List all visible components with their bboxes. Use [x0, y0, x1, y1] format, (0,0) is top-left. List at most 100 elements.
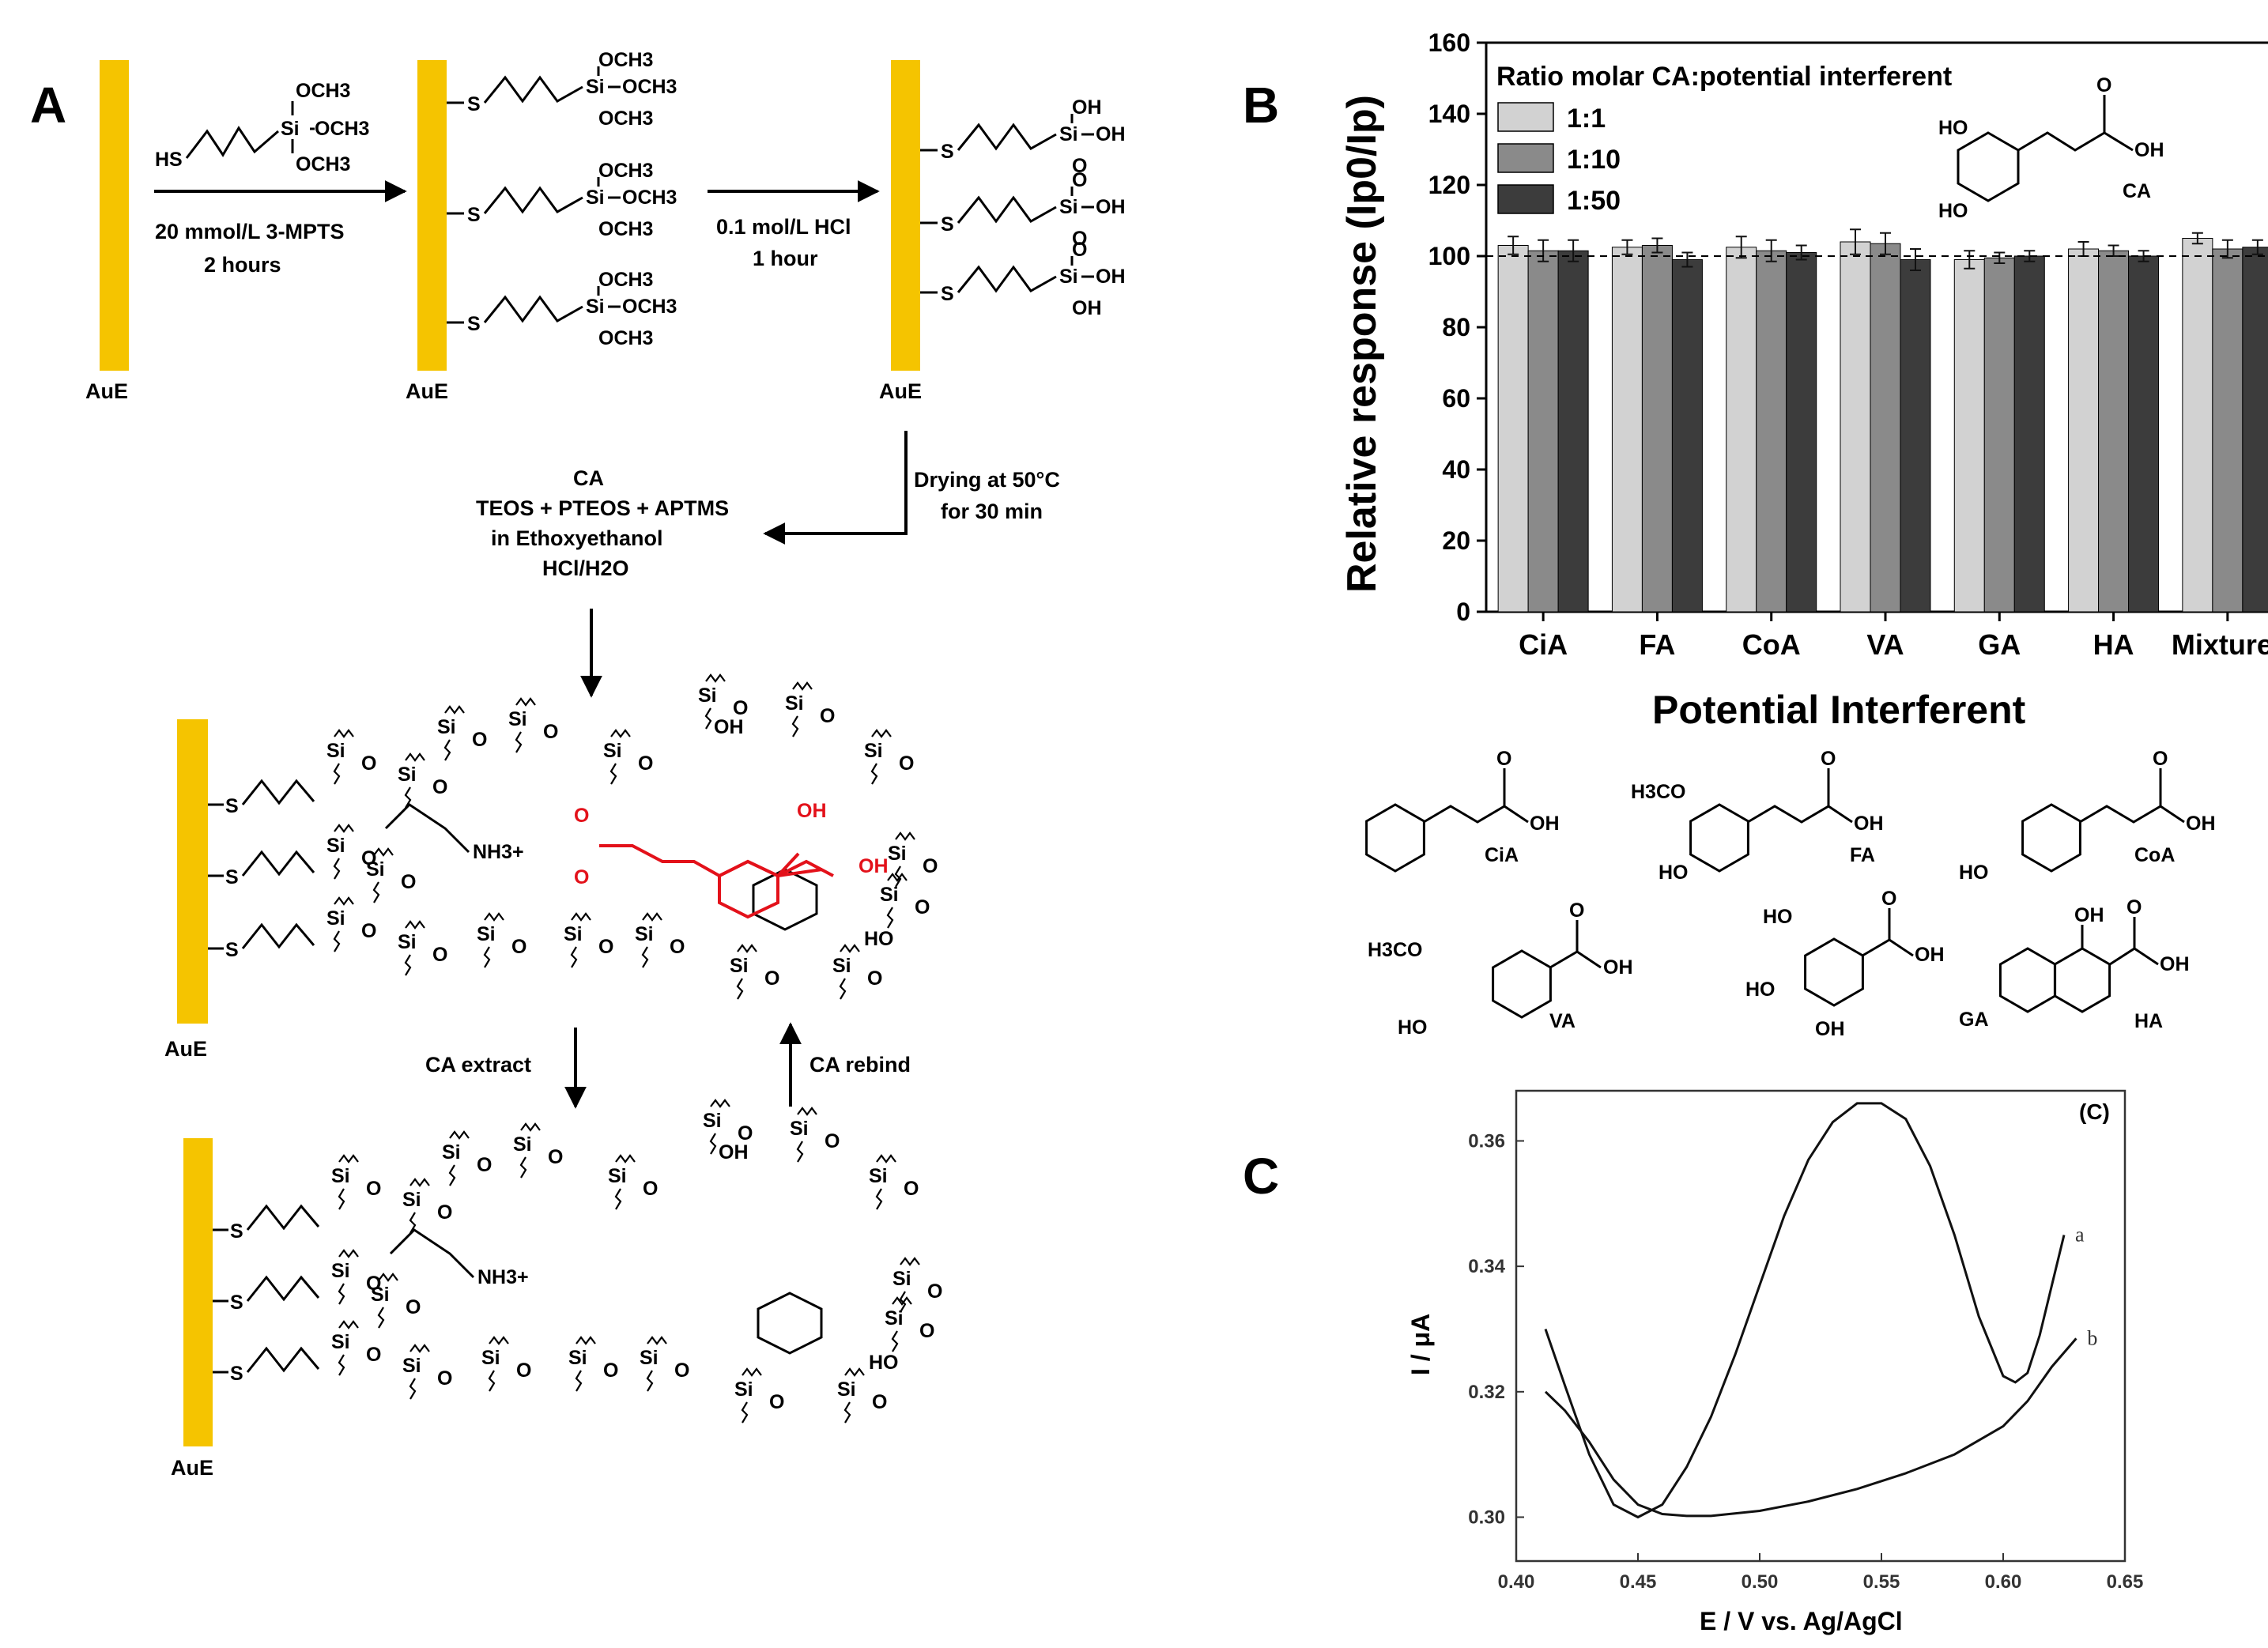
sulfur-atom: S: [230, 1292, 243, 1314]
cia-ring: [1365, 803, 1425, 873]
coa-ring: [2021, 803, 2081, 873]
svg-text:O: O: [574, 805, 589, 827]
silicon-atom: Si: [437, 716, 456, 738]
silicon-atom: Si: [508, 708, 527, 730]
errorbar-VA-1:10: [1880, 232, 1891, 255]
errorbar-CiA-1:1: [1508, 236, 1519, 255]
legend-swatch-1:50: [1497, 184, 1554, 214]
step3-line1: Drying at 50°C: [914, 468, 1060, 492]
oxygen-atom: O: [472, 729, 487, 751]
oxygen-atom: O: [477, 1154, 492, 1176]
oxygen-atom: O: [361, 752, 376, 775]
errorbar-VA-1:50: [1910, 248, 1921, 271]
svg-text:S: S: [467, 93, 481, 115]
bar-HA-1:50: [2128, 255, 2160, 613]
oxygen-atom: O: [643, 1178, 658, 1200]
oxygen-atom: O: [820, 705, 835, 727]
silicon-atom: Si: [442, 1141, 461, 1163]
svg-text:OH: OH: [1530, 813, 1560, 835]
oxygen-atom: O: [366, 1273, 381, 1295]
oxygen-atom: O: [764, 967, 779, 990]
errorbar-GA-1:50: [2024, 250, 2036, 262]
step2-line1: 0.1 mol/L HCl: [716, 215, 851, 239]
legend-label-1:10: 1:10: [1567, 145, 1621, 175]
b-xtick-CiA: CiA: [1519, 628, 1568, 661]
va-ring: [1492, 949, 1552, 1019]
oxygen-atom: O: [432, 776, 447, 798]
svg-text:OCH3: OCH3: [598, 327, 653, 349]
silicon-atom: Si: [869, 1165, 888, 1187]
svg-text:OCH3: OCH3: [296, 80, 350, 102]
oxygen-atom: O: [927, 1280, 942, 1303]
svg-text:Si: Si: [586, 187, 605, 209]
oxygen-atom: O: [361, 920, 376, 942]
svg-text:O: O: [1072, 228, 1087, 250]
svg-text:OCH3: OCH3: [622, 76, 677, 98]
svg-text:in Ethoxyethanol: in Ethoxyethanol: [491, 526, 663, 550]
panel-label-a: A: [30, 77, 66, 134]
silicon-atom: Si: [640, 1347, 659, 1369]
panel-label-b: B: [1243, 77, 1279, 134]
b-ytick-label: 20: [1442, 526, 1470, 555]
sulfur-atom: S: [230, 1363, 243, 1385]
silicon-atom: Si: [331, 1260, 350, 1282]
c-xtick-label: 0.40: [1498, 1571, 1535, 1593]
oxygen-atom: O: [511, 936, 526, 958]
gold-electrode-5: [183, 1138, 213, 1446]
silicon-atom: Si: [331, 1331, 350, 1353]
step1-line1: 20 mmol/L 3-MPTS: [155, 220, 345, 243]
oxygen-atom: O: [769, 1391, 784, 1413]
svg-text:S: S: [941, 141, 954, 163]
errorbar-CiA-1:50: [1568, 239, 1579, 262]
imprinted-film-with-ca: SSSSiOSiOSiOSiOSiOSiOSiOSiOSiOSiOSiOSiOS…: [208, 673, 938, 1000]
oxygen-atom: O: [915, 896, 930, 918]
chart-b-xlabel: Potential Interferent: [1652, 688, 2026, 732]
svg-text:OCH3: OCH3: [598, 269, 653, 291]
legend-swatch-1:10: [1497, 143, 1554, 173]
silicon-atom: Si: [734, 1378, 753, 1401]
bar-CoA-1:10: [1756, 250, 1787, 613]
silicon-atom: Si: [331, 1165, 350, 1187]
gold-electrode-1: [100, 60, 129, 371]
electrode-label-3: AuE: [879, 379, 922, 403]
svg-text:O: O: [1496, 748, 1511, 770]
svg-text:OH: OH: [1096, 196, 1126, 218]
svg-text:OCH3: OCH3: [598, 160, 653, 182]
silicon-atom: Si: [398, 931, 417, 953]
ga-oh2: OH: [1815, 1018, 1845, 1040]
fa-ring: [1689, 803, 1749, 873]
c-xtick-label: 0.50: [1742, 1571, 1779, 1593]
svg-text:O: O: [1072, 239, 1087, 261]
bar-CoA-1:1: [1726, 247, 1757, 613]
silicon-atom: Si: [880, 884, 899, 906]
svg-text:O: O: [1072, 169, 1087, 191]
oxygen-atom: O: [598, 936, 613, 958]
svg-text:OH: OH: [859, 855, 889, 877]
svg-text:OH: OH: [2134, 139, 2164, 161]
curve-b: [1544, 1337, 2077, 1518]
silicon-atom: Si: [892, 1268, 911, 1290]
imprinted-film-cavity: SSSSiOSiOSiOSiOSiOSiOSiOSiOSiOSiOSiOSiOS…: [213, 1099, 942, 1424]
bar-VA-1:50: [1900, 259, 1931, 613]
svg-text:OH: OH: [797, 800, 827, 822]
silicon-atom: Si: [608, 1165, 627, 1187]
silicon-atom: Si: [326, 835, 345, 857]
c-ytick-label: 0.32: [1468, 1382, 1505, 1403]
silanol-chain-3: S Si O OH OH: [920, 239, 1126, 319]
errorbar-CoA-1:1: [1735, 236, 1747, 259]
methoxysilane-chains: S Si OCH3 OCH3 OCH3 S Si OCH3 OCH3 OCH3 S Si OCH3 OCH…: [447, 49, 677, 349]
silicon-atom: Si: [402, 1355, 421, 1377]
oxygen-atom: O: [366, 1344, 381, 1366]
errorbar-GA-1:10: [1994, 251, 2006, 264]
svg-text:S: S: [941, 213, 954, 236]
ga-ho2: HO: [1745, 979, 1776, 1001]
ca-template-molecule: O O OH OH: [574, 800, 889, 919]
va-hydroxy: HO: [1398, 1016, 1428, 1039]
svg-text:Si: Si: [281, 118, 300, 140]
svg-text:HCl/H2O: HCl/H2O: [542, 556, 629, 580]
silicon-atom: Si: [703, 1110, 722, 1132]
errorbar-CiA-1:10: [1538, 239, 1549, 262]
svg-text:OCH3: OCH3: [598, 107, 653, 130]
bar-GA-1:10: [1983, 257, 2015, 613]
